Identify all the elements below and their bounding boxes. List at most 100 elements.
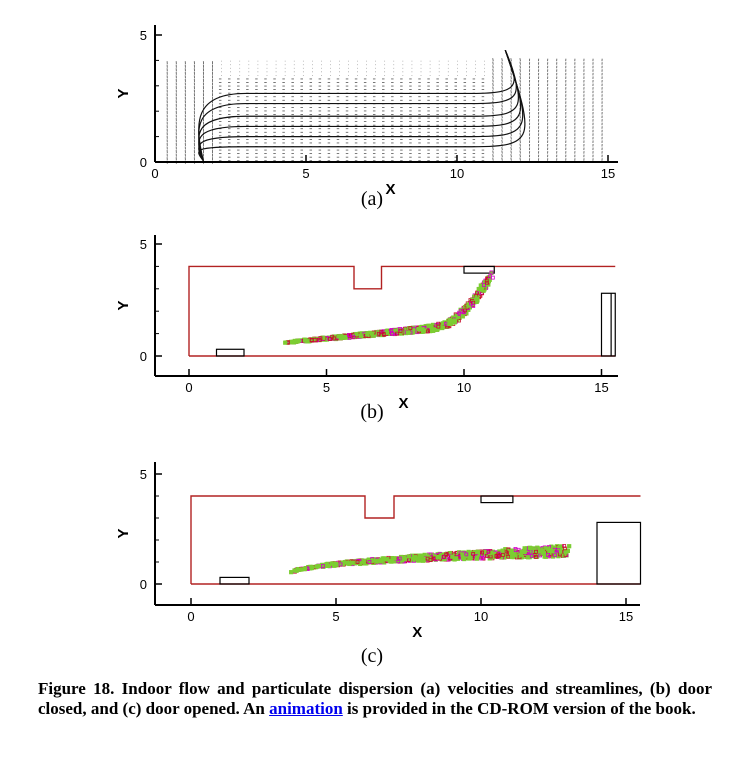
velocity-vector (519, 75, 521, 80)
velocity-vector (492, 122, 494, 126)
velocity-vector (519, 129, 521, 133)
animation-link[interactable]: animation (269, 699, 343, 718)
velocity-vector (492, 157, 494, 161)
velocity-vector (519, 61, 521, 65)
velocity-vector (492, 118, 494, 122)
particle (395, 331, 400, 336)
particle (457, 312, 462, 316)
velocity-vector (519, 82, 521, 87)
streamline (198, 50, 524, 162)
velocity-vector (519, 72, 521, 76)
particle (546, 546, 551, 552)
outlet-vent (219, 576, 250, 585)
particle (422, 557, 427, 563)
particle (534, 549, 538, 554)
x-axis-title: X (386, 181, 396, 198)
particle (454, 556, 459, 561)
velocity-vector (519, 150, 521, 154)
x-tick-label: 10 (474, 609, 488, 624)
particle (473, 549, 478, 555)
velocity-vector (510, 90, 512, 94)
particle (408, 326, 413, 330)
panel-a: 0 5 10 15 0 5 X Y (a) (115, 25, 618, 210)
particle (369, 331, 374, 336)
y-axis-title: Y (115, 88, 132, 98)
x-tick-label: 15 (594, 380, 608, 395)
velocity-vector (510, 104, 512, 108)
velocity-vector (492, 93, 494, 97)
x-tick-label: 5 (323, 380, 330, 395)
particle (478, 287, 484, 292)
particle (495, 553, 500, 558)
particle (316, 563, 322, 569)
particle (425, 556, 430, 561)
particle-plume (283, 270, 495, 345)
particle (371, 558, 376, 563)
panel-b: 0 5 10 15 0 5 X Y (b) (115, 235, 618, 423)
particle (292, 568, 297, 573)
velocity-vector (510, 157, 512, 161)
particle (552, 545, 557, 550)
particle (429, 325, 434, 330)
particle (449, 318, 454, 323)
particle (397, 556, 402, 561)
particle (435, 554, 440, 560)
particle (436, 324, 441, 329)
particle (392, 556, 397, 561)
velocity-vector (501, 65, 503, 69)
particle (292, 338, 297, 344)
x-tick-label: 15 (619, 609, 633, 624)
velocity-vector (519, 114, 521, 119)
room-walls (188, 265, 616, 357)
particle (304, 339, 309, 344)
particle (289, 570, 294, 575)
particle (557, 544, 562, 549)
velocity-vector (501, 104, 503, 108)
velocity-vector (501, 86, 503, 90)
velocity-vector (519, 79, 521, 83)
particle (318, 336, 323, 341)
y-tick-label: 5 (140, 28, 147, 43)
x-axis-title: X (398, 395, 408, 412)
particle (354, 331, 359, 337)
particle (381, 332, 386, 337)
particle (426, 329, 430, 334)
particle (510, 554, 515, 560)
velocity-vector (501, 68, 503, 72)
particle (390, 331, 394, 336)
streamline (198, 50, 519, 161)
particle (529, 553, 534, 558)
particle (376, 331, 381, 336)
particle (379, 329, 384, 334)
velocity-vector (492, 82, 494, 87)
x-tick-label: 0 (151, 166, 158, 181)
y-tick-label: 0 (140, 155, 147, 170)
particle (283, 340, 288, 345)
y-tick-label: 0 (140, 349, 147, 364)
velocity-vector (510, 107, 512, 112)
particle (486, 549, 491, 554)
particle (527, 545, 533, 551)
velocity-vectors (166, 58, 603, 164)
x-tick-label: 0 (185, 380, 192, 395)
velocity-vector (501, 136, 503, 140)
particle (526, 555, 531, 560)
velocity-vector (510, 136, 512, 140)
particle (500, 548, 505, 553)
particle (350, 560, 355, 565)
velocity-vector (510, 100, 512, 104)
velocity-vector (501, 114, 503, 119)
particle (466, 303, 471, 308)
velocity-vector (510, 93, 512, 97)
particle (460, 555, 466, 560)
particle (338, 562, 343, 567)
velocity-vector (510, 114, 512, 119)
velocity-vector (501, 157, 503, 161)
velocity-vector (519, 86, 521, 90)
velocity-vector (510, 139, 512, 144)
velocity-vector (501, 129, 503, 133)
inlet-vent (480, 495, 514, 504)
particle (377, 558, 382, 563)
velocity-vector (510, 146, 512, 151)
